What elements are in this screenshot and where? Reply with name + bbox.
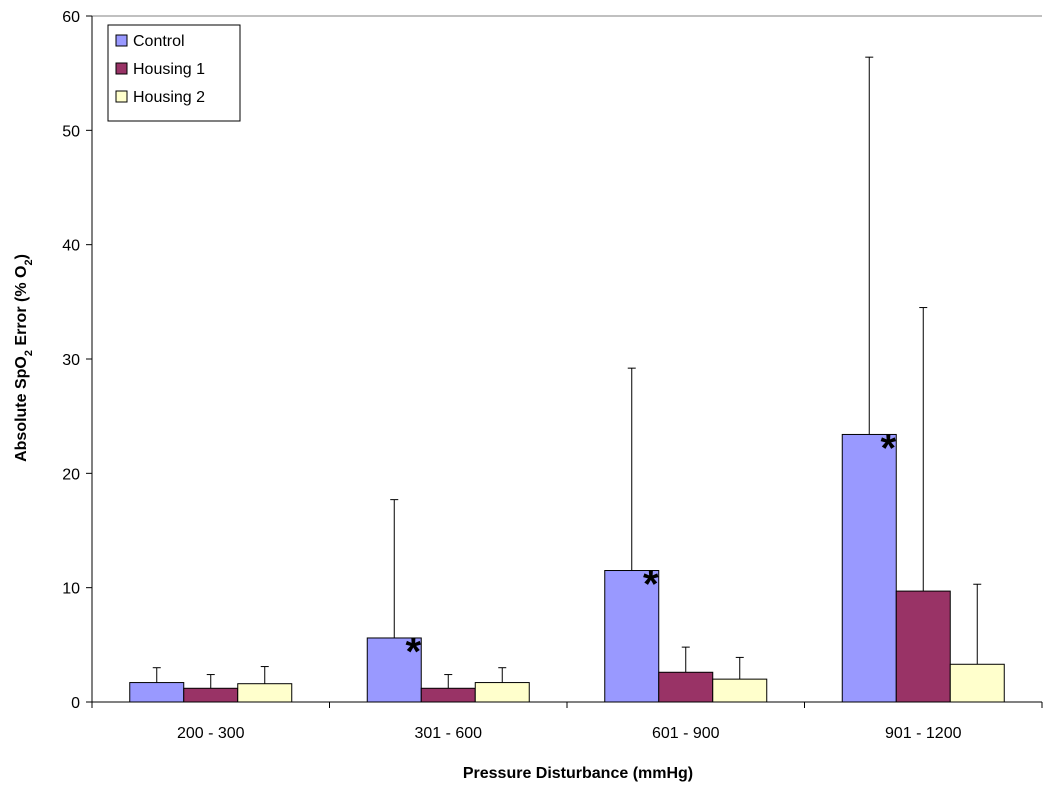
- legend: Control Housing 1 Housing 2: [107, 24, 241, 122]
- bar: [712, 678, 768, 703]
- y-axis-title: Absolute SpO2 Error (% O2): [13, 254, 35, 462]
- y-axis-title-part: Error (% O: [13, 266, 30, 350]
- x-tick-label: 200 - 300: [177, 725, 245, 742]
- y-axis: 0 10 20 30 40 50 60: [62, 9, 93, 712]
- bar: [895, 590, 951, 703]
- legend-label: Housing 1: [133, 61, 205, 78]
- legend-swatch: [115, 34, 128, 47]
- error-bars: [152, 56, 982, 689]
- significance-marker: *: [880, 426, 896, 470]
- bar: [658, 671, 714, 703]
- legend-label: Housing 2: [133, 89, 205, 106]
- y-tick-label: 60: [62, 9, 80, 26]
- y-axis-title-part: Absolute SpO: [13, 356, 30, 462]
- annotations: * * *: [405, 426, 896, 674]
- x-tick-label: 601 - 900: [652, 725, 720, 742]
- x-tick-label: 301 - 600: [414, 725, 482, 742]
- y-axis-title-subscript: 2: [23, 259, 35, 265]
- bar: [949, 663, 1005, 703]
- x-tick-label: 901 - 1200: [885, 725, 962, 742]
- significance-marker: *: [405, 630, 421, 674]
- y-tick-label: 10: [62, 581, 80, 598]
- x-axis: 200 - 300 301 - 600 601 - 900 901 - 1200: [91, 701, 1043, 742]
- y-axis-title-part: ): [13, 254, 30, 259]
- significance-marker: *: [643, 563, 659, 607]
- y-tick-label: 40: [62, 238, 80, 255]
- bars: [129, 433, 1005, 703]
- bar: [841, 433, 897, 703]
- y-tick-label: 50: [62, 123, 80, 140]
- bar: [237, 683, 293, 703]
- legend-swatch: [115, 90, 128, 103]
- bar: [129, 682, 185, 703]
- y-tick-label: 30: [62, 352, 80, 369]
- legend-box: [107, 24, 241, 122]
- legend-swatch: [115, 62, 128, 75]
- x-axis-title: Pressure Disturbance (mmHg): [463, 765, 693, 782]
- bar: [183, 687, 239, 703]
- bar: [474, 682, 530, 703]
- bar: [420, 687, 476, 703]
- bar: [604, 570, 660, 703]
- y-axis-title-subscript: 2: [23, 350, 35, 356]
- legend-label: Control: [133, 33, 185, 50]
- y-tick-label: 20: [62, 466, 80, 483]
- y-tick-label: 0: [71, 695, 80, 712]
